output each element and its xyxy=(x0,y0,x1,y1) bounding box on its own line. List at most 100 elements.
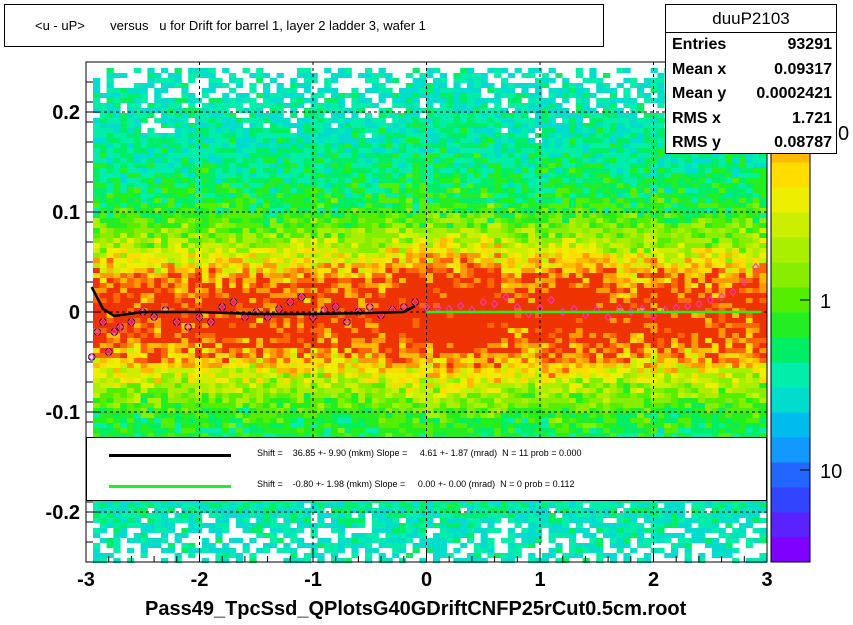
heatmap-cell xyxy=(365,153,373,158)
heatmap-cell xyxy=(297,178,305,183)
heatmap-cell xyxy=(174,103,182,108)
heatmap-cell xyxy=(439,283,447,288)
heatmap-cell xyxy=(365,73,373,78)
heatmap-cell xyxy=(358,503,366,508)
heatmap-cell xyxy=(405,143,413,148)
heatmap-cell xyxy=(242,318,250,323)
heatmap-cell xyxy=(351,238,359,243)
heatmap-cell xyxy=(181,283,189,288)
heatmap-cell xyxy=(331,408,339,413)
heatmap-cell xyxy=(147,218,155,223)
heatmap-cell xyxy=(392,198,400,203)
heatmap-cell xyxy=(256,183,264,188)
heatmap-cell xyxy=(399,348,407,353)
heatmap-cell xyxy=(385,153,393,158)
heatmap-cell xyxy=(303,193,311,198)
heatmap-cell xyxy=(133,173,141,178)
heatmap-cell xyxy=(385,258,393,263)
heatmap-cell xyxy=(358,133,366,138)
heatmap-cell xyxy=(446,278,454,283)
heatmap-cell xyxy=(93,148,101,153)
heatmap-cell xyxy=(93,243,101,248)
heatmap-cell xyxy=(392,203,400,208)
heatmap-cell xyxy=(133,383,141,388)
heatmap-cell xyxy=(405,258,413,263)
heatmap-cell xyxy=(412,188,420,193)
heatmap-cell xyxy=(99,508,107,513)
heatmap-cell xyxy=(351,218,359,223)
heatmap-cell xyxy=(385,518,393,523)
heatmap-cell xyxy=(365,318,373,323)
heatmap-cell xyxy=(290,318,298,323)
heatmap-cell xyxy=(113,358,121,363)
heatmap-cell xyxy=(310,173,318,178)
heatmap-cell xyxy=(208,233,216,238)
heatmap-cell xyxy=(242,518,250,523)
heatmap-cell xyxy=(167,543,175,548)
heatmap-cell xyxy=(378,178,386,183)
heatmap-cell xyxy=(249,193,257,198)
heatmap-cell xyxy=(392,118,400,123)
heatmap-cell xyxy=(290,558,298,563)
heatmap-cell xyxy=(127,293,135,298)
heatmap-cell xyxy=(331,253,339,258)
heatmap-cell xyxy=(317,133,325,138)
heatmap-cell xyxy=(147,178,155,183)
heatmap-cell xyxy=(208,273,216,278)
heatmap-cell xyxy=(297,203,305,208)
heatmap-cell xyxy=(99,273,107,278)
heatmap-cell xyxy=(127,343,135,348)
heatmap-cell xyxy=(405,198,413,203)
heatmap-cell xyxy=(351,548,359,553)
heatmap-cell xyxy=(331,73,339,78)
heatmap-cell xyxy=(229,323,237,328)
heatmap-cell xyxy=(385,198,393,203)
heatmap-cell xyxy=(215,428,223,433)
heatmap-cell xyxy=(133,218,141,223)
heatmap-cell xyxy=(385,313,393,318)
heatmap-cell xyxy=(235,318,243,323)
heatmap-cell xyxy=(195,198,203,203)
heatmap-cell xyxy=(113,538,121,543)
heatmap-cell xyxy=(249,558,257,563)
heatmap-cell xyxy=(310,158,318,163)
heatmap-cell xyxy=(371,343,379,348)
heatmap-cell xyxy=(167,378,175,383)
heatmap-cell xyxy=(195,548,203,553)
heatmap-cell xyxy=(113,258,121,263)
heatmap-cell xyxy=(426,183,434,188)
heatmap-cell xyxy=(358,253,366,258)
heatmap-cell xyxy=(222,348,230,353)
heatmap-cell xyxy=(133,253,141,258)
heatmap-cell xyxy=(297,158,305,163)
heatmap-cell xyxy=(201,363,209,368)
heatmap-cell xyxy=(242,173,250,178)
heatmap-cell xyxy=(337,158,345,163)
heatmap-cell xyxy=(93,548,101,553)
heatmap-cell xyxy=(263,533,271,538)
heatmap-cell xyxy=(378,288,386,293)
heatmap-cell xyxy=(453,193,461,198)
heatmap-cell xyxy=(195,73,203,78)
heatmap-cell xyxy=(378,183,386,188)
heatmap-cell xyxy=(188,308,196,313)
heatmap-cell xyxy=(120,528,128,533)
heatmap-cell xyxy=(99,243,107,248)
heatmap-cell xyxy=(120,88,128,93)
heatmap-cell xyxy=(269,543,277,548)
heatmap-cell xyxy=(426,228,434,233)
heatmap-cell xyxy=(276,433,284,438)
heatmap-cell xyxy=(433,523,441,528)
heatmap-cell xyxy=(453,358,461,363)
heatmap-cell xyxy=(392,403,400,408)
heatmap-cell xyxy=(106,543,114,548)
heatmap-cell xyxy=(426,213,434,218)
heatmap-cell xyxy=(167,148,175,153)
heatmap-cell xyxy=(222,233,230,238)
heatmap-cell xyxy=(93,163,101,168)
heatmap-cell xyxy=(351,183,359,188)
heatmap-cell xyxy=(140,258,148,263)
heatmap-cell xyxy=(263,168,271,173)
heatmap-cell xyxy=(392,548,400,553)
heatmap-cell xyxy=(297,503,305,508)
